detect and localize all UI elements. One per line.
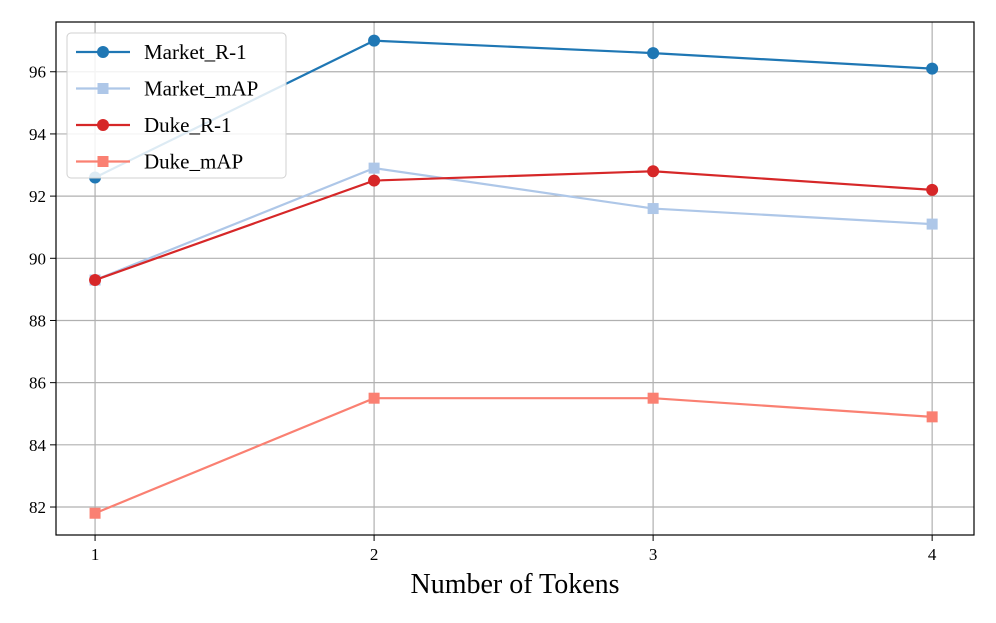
data-point <box>368 34 381 47</box>
y-tick-label: 96 <box>29 63 46 82</box>
y-tick-label: 88 <box>29 311 46 330</box>
legend-label: Duke_R-1 <box>144 113 232 137</box>
legend-swatch-marker <box>97 156 109 167</box>
plot-frame <box>55 21 975 536</box>
y-tick-label: 90 <box>29 249 46 268</box>
y-tick-label: 92 <box>29 187 46 206</box>
series-line <box>94 166 933 282</box>
series-line <box>94 170 933 282</box>
legend-item: Market_mAP <box>76 77 258 101</box>
x-axis-label: Number of Tokens <box>410 569 619 600</box>
y-tick-label: 86 <box>29 374 46 393</box>
y-tick-label: 82 <box>29 498 46 517</box>
data-point <box>926 218 938 230</box>
legend-label: Market_R-1 <box>144 40 247 64</box>
legend-item: Market_R-1 <box>76 40 247 64</box>
legend-item: Duke_mAP <box>76 150 243 174</box>
data-point <box>89 507 101 519</box>
data-point <box>926 411 938 423</box>
legend-box <box>66 32 287 179</box>
data-point <box>368 174 381 187</box>
x-tick-label: 4 <box>928 545 937 564</box>
legend-label: Duke_mAP <box>144 150 243 174</box>
x-tick-label: 1 <box>91 545 100 564</box>
data-point <box>647 392 659 404</box>
legend-swatch-marker <box>97 83 109 94</box>
x-tick-label: 3 <box>649 545 658 564</box>
legend-swatch-marker <box>97 119 109 131</box>
x-tick-label: 2 <box>370 545 379 564</box>
legend-swatch-marker <box>97 46 109 58</box>
legend-item: Duke_R-1 <box>76 113 232 137</box>
data-point <box>647 203 659 215</box>
data-point <box>368 392 380 404</box>
x-axis-ticks: 1 2 3 4 <box>91 535 937 564</box>
y-axis-ticks: 82 84 86 88 90 92 94 96 <box>29 63 56 517</box>
data-point <box>647 165 660 178</box>
legend-label: Market_mAP <box>144 77 258 101</box>
data-point <box>926 62 939 75</box>
data-point <box>89 274 102 287</box>
series-line <box>94 397 933 515</box>
y-tick-label: 84 <box>29 436 47 455</box>
data-point <box>647 47 660 60</box>
data-point <box>926 183 939 196</box>
y-tick-label: 94 <box>29 125 47 144</box>
data-point <box>368 162 380 174</box>
series-Duke_mAP <box>89 392 938 519</box>
series-Duke_R-1 <box>89 165 939 287</box>
legend: Market_R-1 Market_mAP Duke_R-1 Duke_mAP <box>66 32 287 179</box>
